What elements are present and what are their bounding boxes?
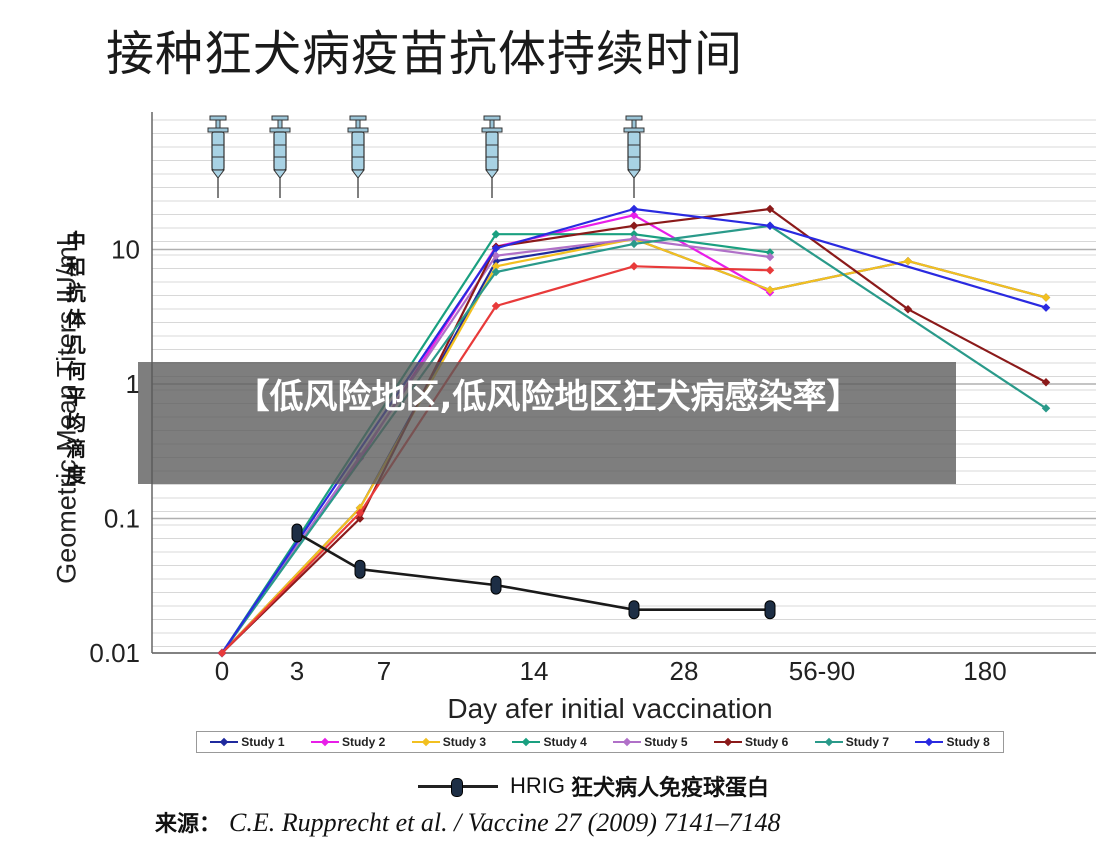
legend-marker (723, 737, 733, 747)
legend-label: Study 2 (341, 735, 386, 749)
legend-item: Study 5 (613, 735, 688, 749)
y-tick-label: 0.1 (104, 504, 140, 534)
hrig-data-point (764, 600, 776, 620)
y-tick-label: 0.01 (89, 638, 140, 668)
data-point (765, 285, 775, 295)
x-tick-label: 14 (520, 656, 549, 686)
data-point (355, 508, 365, 518)
legend-swatch (512, 737, 541, 747)
hrig-data-point (490, 575, 502, 595)
legend-marker (421, 737, 430, 747)
hrig-label: HRIG (510, 773, 565, 798)
data-point (1041, 303, 1051, 312)
hrig-line (296, 531, 770, 612)
legend-item: Study 6 (713, 735, 789, 749)
hrig-marker-icon (451, 777, 463, 797)
data-point (491, 251, 501, 260)
legend-label: Study 8 (946, 735, 990, 749)
x-tick-label: 7 (377, 656, 391, 686)
legend-item: Study 3 (411, 735, 487, 749)
data-point (1041, 293, 1051, 302)
legend-swatch (411, 737, 440, 747)
legend-marker (824, 737, 833, 747)
overlay-banner: 【低风险地区,低风险地区狂犬病感染率】 (138, 362, 956, 484)
legend: Study 1 Study 2 Study 3 Study 4 Study 5 Study… (196, 731, 1004, 753)
legend-item: Study 7 (814, 735, 890, 749)
source-citation: 来源： C.E. Rupprecht et al. / Vaccine 27 (… (155, 806, 780, 838)
legend-swatch (310, 737, 339, 747)
hrig-legend: HRIG 狂犬病人免疫球蛋白 (418, 770, 769, 802)
syringe-icon (623, 115, 645, 198)
data-point (491, 244, 501, 253)
y-axis-label-chinese: 中和抗体几何平均滴度 (66, 229, 86, 487)
hrig-data-point (354, 559, 366, 579)
legend-marker (219, 737, 229, 747)
syringe-icon (347, 115, 369, 198)
legend-item: Study 2 (310, 735, 386, 749)
legend-label: Study 4 (543, 735, 587, 749)
data-point (629, 262, 639, 271)
hrig-label-chinese: 狂犬病人免疫球蛋白 (571, 775, 770, 801)
data-point (1041, 378, 1051, 387)
legend-marker (522, 737, 531, 747)
page-title: 接种狂犬病疫苗抗体持续时间 (106, 26, 744, 82)
data-point (491, 301, 501, 311)
legend-label: Study 6 (744, 735, 789, 749)
syringe-icon (207, 115, 229, 198)
data-point (491, 267, 501, 277)
hrig-legend-line (418, 777, 498, 797)
y-tick-label: 1 (126, 369, 140, 399)
syringe-icon (269, 115, 291, 198)
legend-swatch (713, 737, 742, 747)
x-tick-label: 0 (215, 656, 229, 686)
source-text: C.E. Rupprecht et al. / Vaccine 27 (2009… (229, 808, 781, 837)
x-tick-label: 56-90 (789, 656, 856, 686)
data-point (765, 266, 775, 275)
data-point (903, 304, 913, 314)
data-point (765, 252, 775, 262)
legend-swatch (915, 737, 944, 747)
x-tick-label: 28 (670, 656, 699, 686)
source-label: 来源： (155, 811, 222, 837)
legend-marker (320, 737, 330, 747)
legend-label: Study 7 (845, 735, 890, 749)
x-tick-label: 180 (963, 656, 1006, 686)
legend-swatch (210, 737, 239, 747)
y-tick-label: 10 (111, 235, 140, 265)
x-axis-label: Day afer initial vaccination (447, 693, 773, 724)
data-point (903, 256, 913, 266)
legend-label: Study 1 (241, 735, 285, 749)
data-point (491, 262, 501, 271)
legend-label: Study 5 (644, 735, 688, 749)
legend-marker (925, 737, 934, 747)
legend-label: Study 3 (442, 735, 487, 749)
x-tick-label: 3 (290, 656, 304, 686)
hrig-data-point (291, 523, 303, 543)
syringe-icon (481, 115, 503, 198)
hrig-data-point (628, 600, 640, 620)
data-point (629, 221, 639, 231)
data-point (629, 204, 639, 214)
legend-item: Study 4 (512, 735, 587, 749)
legend-item: Study 8 (915, 735, 990, 749)
legend-marker (622, 737, 632, 747)
banner-text: 【低风险地区,低风险地区狂犬病感染率】 (235, 377, 861, 417)
data-point (491, 229, 501, 239)
legend-swatch (814, 737, 843, 747)
legend-swatch (613, 737, 642, 747)
legend-item: Study 1 (210, 735, 285, 749)
data-point (1041, 404, 1051, 413)
